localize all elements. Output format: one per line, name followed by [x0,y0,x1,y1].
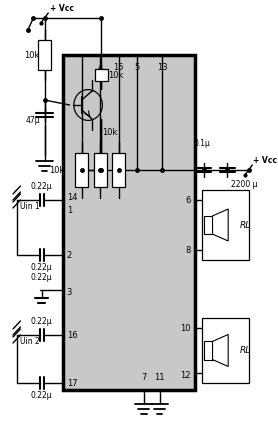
Text: Uin 1: Uin 1 [20,202,40,211]
Text: 16: 16 [67,330,77,340]
Polygon shape [212,334,228,366]
Bar [202,190,249,260]
Text: 14: 14 [67,193,77,202]
Text: 11: 11 [154,373,165,382]
Text: + Vcc: + Vcc [50,4,74,13]
Text: 10k: 10k [24,51,39,59]
Text: 2: 2 [67,250,72,259]
Text: 2200 μ: 2200 μ [231,180,257,189]
Text: 17: 17 [67,378,77,388]
Text: 47μ: 47μ [25,115,40,124]
Text: 0.22μ: 0.22μ [31,391,53,400]
Text: 1: 1 [67,206,72,214]
Text: 0.22μ: 0.22μ [31,182,53,191]
Bar [204,341,212,360]
Text: 10k: 10k [108,71,124,79]
Text: 15: 15 [113,63,124,72]
Bar [112,153,125,187]
Text: 0.22μ: 0.22μ [31,317,53,326]
Text: 0.1μ: 0.1μ [194,139,211,148]
Bar [94,153,107,187]
Text: 3: 3 [67,288,72,297]
Text: 10: 10 [181,324,191,333]
Bar [38,40,51,70]
Text: 12: 12 [181,370,191,380]
Text: 8: 8 [186,246,191,254]
Text: 5: 5 [135,63,140,72]
Text: 13: 13 [157,63,168,72]
Bar [95,69,108,81]
Bar [75,153,88,187]
Bar [63,55,195,390]
Text: RL: RL [239,221,250,230]
Bar [204,216,212,234]
Text: + Vcc: + Vcc [253,156,277,165]
Bar [202,318,249,383]
Text: 4: 4 [98,63,103,72]
Text: 0.22μ: 0.22μ [31,263,53,272]
Text: Uin 2: Uin 2 [20,337,40,346]
Text: 10k: 10k [102,128,117,137]
Polygon shape [212,209,228,241]
Text: 7: 7 [141,373,147,382]
Text: RL: RL [239,346,250,355]
Text: 6: 6 [186,195,191,205]
Text: 10k: 10k [49,166,65,174]
Text: 0.22μ: 0.22μ [31,273,53,282]
